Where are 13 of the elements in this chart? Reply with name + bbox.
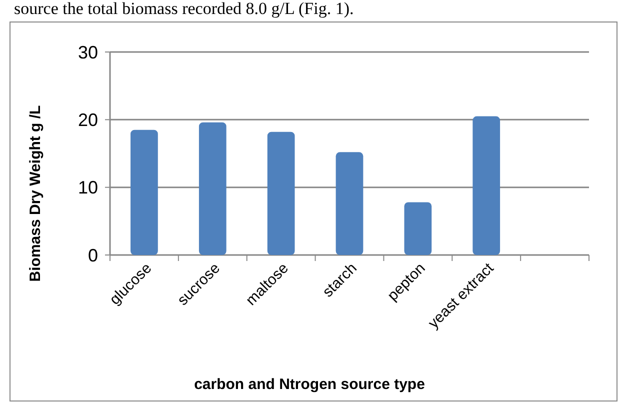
source-note: source the total biomass recorded 8.0 g/L (Fig. 1). xyxy=(14,0,354,18)
bar xyxy=(336,152,364,255)
bar xyxy=(472,116,500,255)
x-axis-title: carbon and Ntrogen source type xyxy=(194,376,425,393)
bar xyxy=(198,122,226,255)
bar xyxy=(267,132,295,255)
bar xyxy=(404,202,432,255)
bar xyxy=(130,130,158,255)
y-tick-label: 20 xyxy=(78,110,98,130)
y-tick-label: 10 xyxy=(78,178,98,198)
y-tick-label: 30 xyxy=(78,42,98,62)
y-axis-title: Biomass Dry Weight g /L xyxy=(27,105,44,282)
y-tick-label: 0 xyxy=(88,245,98,266)
